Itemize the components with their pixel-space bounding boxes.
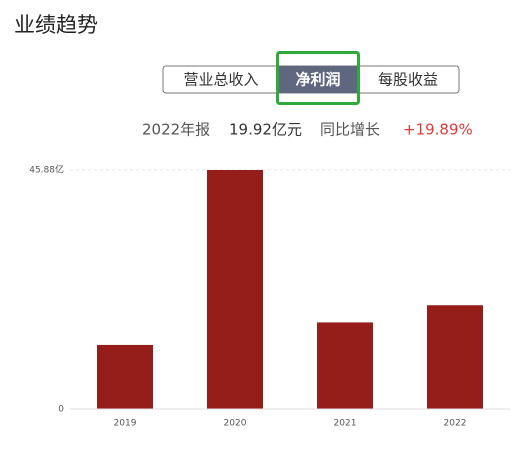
bar bbox=[207, 170, 263, 409]
summary-growth: +19.89% bbox=[403, 121, 473, 139]
tab-active-bg bbox=[279, 66, 357, 93]
tab[interactable]: 每股收益 bbox=[378, 71, 438, 89]
summary-amount: 19.92亿元 bbox=[229, 121, 302, 139]
summary-period: 2022年报 bbox=[142, 121, 210, 139]
highlight-box bbox=[276, 51, 360, 105]
bar bbox=[427, 305, 483, 409]
x-tick-label: 2022 bbox=[444, 419, 467, 429]
bar bbox=[317, 322, 373, 409]
y-tick-label: 45.88亿 bbox=[29, 164, 64, 176]
tab[interactable]: 净利润 bbox=[295, 71, 340, 89]
x-tick-label: 2021 bbox=[334, 419, 357, 429]
summary-growth-label: 同比增长 bbox=[320, 121, 380, 139]
x-tick-label: 2020 bbox=[224, 419, 247, 429]
tab[interactable]: 营业总收入 bbox=[183, 71, 258, 89]
y-tick-label: 0 bbox=[58, 405, 64, 415]
section-title: 业绩趋势 bbox=[14, 13, 98, 37]
bar bbox=[97, 344, 153, 409]
x-tick-label: 2019 bbox=[114, 419, 137, 429]
